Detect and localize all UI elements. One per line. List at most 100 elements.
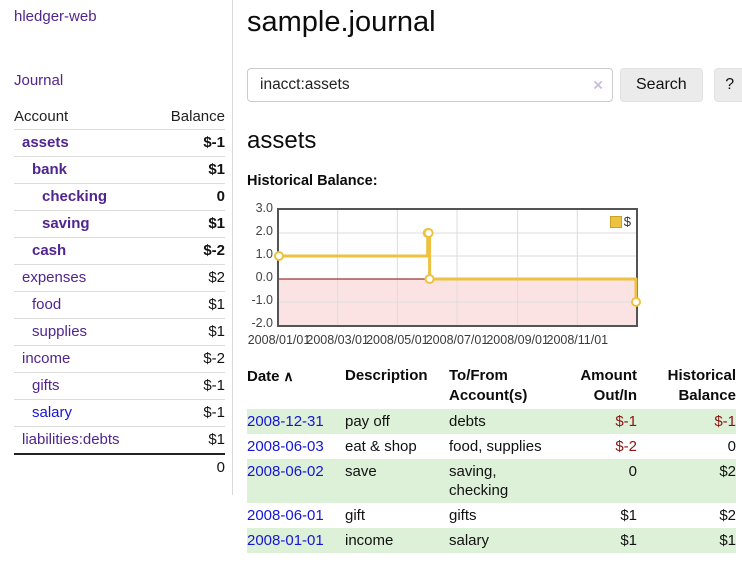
account-balance: $-1 <box>203 134 225 151</box>
y-axis-tick-label: 1.0 <box>255 247 273 261</box>
y-axis-tick-label: 2.0 <box>255 224 273 238</box>
chart-canvas <box>274 210 641 325</box>
register-accounts: food, supplies <box>449 438 542 455</box>
y-axis-tick-label: -1.0 <box>251 293 273 307</box>
account-link-cash[interactable]: cash <box>32 242 67 259</box>
account-row: bank $1 <box>14 156 225 184</box>
account-balance: 0 <box>216 188 225 205</box>
x-axis-tick-label: 2008/01/01 <box>247 333 311 347</box>
x-axis-tick-label: 2008/09/01 <box>486 333 549 347</box>
account-row: supplies $1 <box>14 318 225 346</box>
account-row: income $-2 <box>14 345 225 373</box>
register-balance: $-1 <box>714 413 736 430</box>
account-balance: $-1 <box>203 377 225 394</box>
register-table: Date ∧ Description To/From Account(s) Amount… <box>247 363 736 553</box>
accounts-header-account: Account <box>14 108 69 125</box>
historical-balance-chart: $ 3.0 2.0 1.0 0.0 -1.0 -2.0 2008/01/01 2008/03/… <box>247 201 742 353</box>
account-heading: assets <box>247 127 317 154</box>
register-header-date[interactable]: Date ∧ <box>247 368 294 385</box>
app-root: hledger-web Journal Account Balance asse… <box>0 0 742 553</box>
account-row: assets $-1 <box>14 129 225 157</box>
register-balance: $2 <box>719 507 736 524</box>
transaction-date-link[interactable]: 2008-12-31 <box>247 413 324 430</box>
register-accounts: salary <box>449 532 490 549</box>
search-form: × Search ? <box>247 68 742 102</box>
register-header-tofrom: To/From Account(s) <box>449 367 528 404</box>
accounts-table: Account Balance assets $-1 bank $1 checking 0… <box>14 104 225 481</box>
account-link-food[interactable]: food <box>32 296 62 313</box>
clear-search-icon[interactable]: × <box>593 75 603 95</box>
help-button[interactable]: ? <box>713 68 742 102</box>
register-row: 2008-06-02 save saving, checking 0 $2 <box>247 459 736 503</box>
transaction-date-link[interactable]: 2008-06-03 <box>247 438 324 455</box>
search-input[interactable] <box>247 68 613 102</box>
account-balance: $-2 <box>203 242 225 259</box>
register-header-row: Date ∧ Description To/From Account(s) Amount… <box>247 363 736 409</box>
account-row: food $1 <box>14 291 225 319</box>
register-balance: $1 <box>719 532 736 549</box>
x-axis-tick-label: 2008/03/01 <box>306 333 369 347</box>
account-balance: $-2 <box>203 350 225 367</box>
chart-legend: $ <box>607 213 633 230</box>
register-row: 2008-06-03 eat & shop food, supplies $-2 0 <box>247 434 736 459</box>
transaction-date-link[interactable]: 2008-06-02 <box>247 463 324 480</box>
x-axis-tick-label: 2008/11/01 <box>546 333 609 347</box>
account-balance: $-1 <box>203 404 225 421</box>
transaction-date-link[interactable]: 2008-01-01 <box>247 532 324 549</box>
register-description: income <box>345 532 394 549</box>
account-link-salary[interactable]: salary <box>32 404 73 421</box>
register-row: 2008-06-01 gift gifts $1 $2 <box>247 503 736 528</box>
page-title: sample.journal <box>247 6 436 38</box>
transaction-date-link[interactable]: 2008-06-01 <box>247 507 324 524</box>
account-link-gifts[interactable]: gifts <box>32 377 60 394</box>
sidebar-nav: Journal <box>14 72 224 90</box>
account-link-supplies[interactable]: supplies <box>32 323 88 340</box>
register-balance: $2 <box>719 463 736 480</box>
account-link-checking[interactable]: checking <box>42 188 108 205</box>
y-axis-tick-label: 3.0 <box>255 201 273 215</box>
register-row: 2008-12-31 pay off debts $-1 $-1 <box>247 409 736 434</box>
register-description: eat & shop <box>345 438 417 455</box>
account-link-assets[interactable]: assets <box>22 134 69 151</box>
search-input-wrap: × <box>247 68 613 102</box>
search-button[interactable]: Search <box>620 68 703 102</box>
account-row: liabilities:debts $1 <box>14 426 225 455</box>
x-axis-tick-label: 2008/05/01 <box>366 333 429 347</box>
accounts-header-balance: Balance <box>170 108 225 125</box>
register-accounts: saving, checking <box>449 463 509 499</box>
register-header-description: Description <box>345 367 428 384</box>
legend-label: $ <box>623 214 631 229</box>
account-link-expenses[interactable]: expenses <box>22 269 87 286</box>
account-balance: $1 <box>208 296 225 313</box>
app-brand-link[interactable]: hledger-web <box>14 8 97 25</box>
account-balance: $1 <box>208 323 225 340</box>
accounts-table-header-row: Account Balance <box>14 104 225 130</box>
register-header-historical: Historical Balance <box>667 367 736 404</box>
accounts-total-value: 0 <box>153 453 225 481</box>
x-axis-tick-label: 2008/07/01 <box>425 333 489 347</box>
register-amount: $1 <box>620 532 637 549</box>
register-amount: $-2 <box>615 438 637 455</box>
register-description: gift <box>345 507 366 524</box>
register-amount: $1 <box>620 507 637 524</box>
legend-swatch-icon <box>609 215 622 228</box>
y-axis-tick-label: 0.0 <box>255 270 273 284</box>
register-description: save <box>345 463 377 480</box>
account-row: cash $-2 <box>14 237 225 265</box>
main-content: sample.journal × Search ? assets Histori… <box>233 0 742 553</box>
account-link-liabilities-debts[interactable]: liabilities:debts <box>22 431 120 448</box>
register-amount: 0 <box>628 463 637 480</box>
sidebar: hledger-web Journal Account Balance asse… <box>0 0 233 495</box>
chart-section-label: Historical Balance: <box>247 173 378 189</box>
account-link-bank[interactable]: bank <box>32 161 68 178</box>
register-accounts: debts <box>449 413 486 430</box>
account-link-saving[interactable]: saving <box>42 215 90 232</box>
register-amount: $-1 <box>615 413 637 430</box>
account-row: salary $-1 <box>14 399 225 427</box>
register-header-amount: Amount Out/In <box>580 367 637 404</box>
register-row: 2008-01-01 income salary $1 $1 <box>247 528 736 553</box>
account-link-income[interactable]: income <box>22 350 71 367</box>
account-row: saving $1 <box>14 210 225 238</box>
account-row: checking 0 <box>14 183 225 211</box>
sidebar-nav-journal[interactable]: Journal <box>14 72 64 89</box>
